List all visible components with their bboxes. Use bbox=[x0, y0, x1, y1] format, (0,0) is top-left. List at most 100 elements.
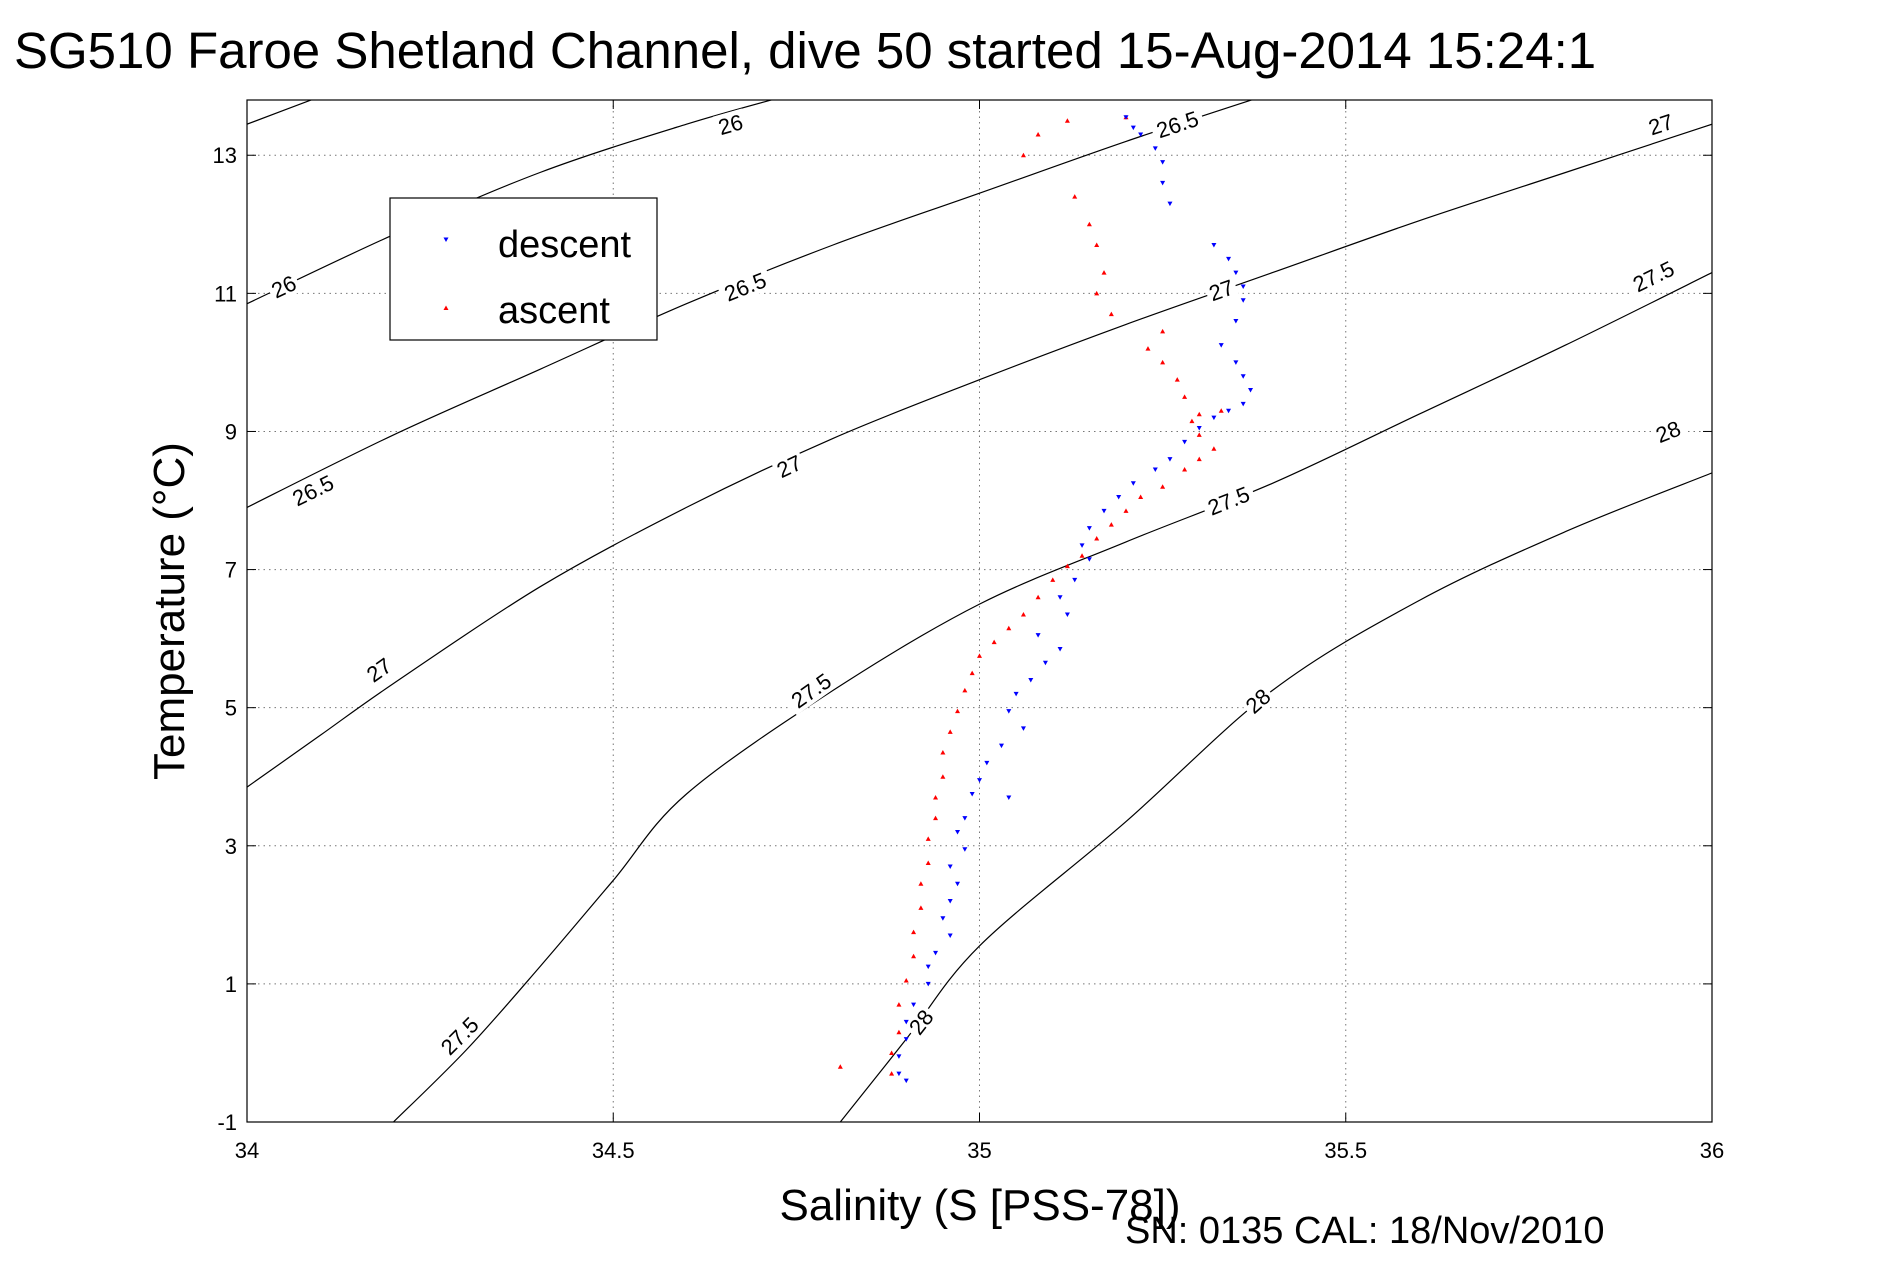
ascent-point bbox=[925, 860, 931, 866]
ascent-point bbox=[1211, 446, 1217, 451]
contour-label-bg bbox=[284, 467, 342, 513]
ascent-point bbox=[969, 670, 975, 676]
ascent-point bbox=[1101, 270, 1107, 275]
contour-label-bg bbox=[359, 651, 399, 689]
descent-point bbox=[903, 1037, 909, 1042]
descent-point bbox=[1160, 160, 1166, 165]
ascent-point bbox=[1108, 522, 1114, 527]
descent-point bbox=[1072, 577, 1078, 583]
y-axis-label: Temperature (°C) bbox=[145, 442, 194, 780]
descent-point bbox=[1028, 678, 1034, 683]
ascent-point bbox=[1182, 394, 1188, 399]
contour-label-bg bbox=[1649, 414, 1687, 449]
descent-point bbox=[1233, 360, 1239, 365]
descent-point bbox=[896, 1071, 902, 1077]
ascent-point bbox=[1218, 408, 1224, 413]
y-tick-label: 13 bbox=[213, 143, 237, 168]
ascent-point bbox=[1072, 194, 1078, 199]
descent-point bbox=[1182, 439, 1188, 445]
y-tick-label: 7 bbox=[225, 558, 237, 583]
contour-label-bg bbox=[770, 448, 808, 484]
x-tick-label: 35.5 bbox=[1324, 1138, 1367, 1163]
sensor-calibration-note: SN: 0135 CAL: 18/Nov/2010 bbox=[1125, 1210, 1605, 1252]
ascent-series bbox=[837, 114, 1224, 1076]
descent-point bbox=[955, 881, 961, 887]
y-tick-label: 3 bbox=[225, 834, 237, 859]
descent-point bbox=[1240, 401, 1246, 407]
density-contour-line bbox=[393, 272, 1712, 1122]
density-contour-line bbox=[247, 100, 313, 125]
ascent-point bbox=[1035, 132, 1041, 137]
legend-ascent-label: ascent bbox=[498, 290, 610, 332]
x-tick-label: 36 bbox=[1700, 1138, 1724, 1163]
legend-box bbox=[389, 197, 658, 341]
descent-point bbox=[1233, 270, 1239, 276]
ascent-point bbox=[1174, 377, 1180, 382]
ascent-point bbox=[911, 953, 917, 959]
contour-label-bg bbox=[716, 265, 774, 308]
descent-point bbox=[1233, 318, 1239, 324]
ascent-point bbox=[1094, 290, 1100, 296]
descent-point bbox=[1138, 132, 1144, 138]
ascent-point bbox=[1094, 242, 1100, 248]
descent-point bbox=[984, 760, 990, 766]
contour-label-bg bbox=[1203, 273, 1240, 307]
descent-point bbox=[1079, 543, 1085, 548]
descent-point bbox=[1035, 633, 1041, 638]
descent-point bbox=[947, 864, 953, 869]
ascent-point bbox=[1196, 411, 1202, 417]
y-tick-label: -1 bbox=[217, 1110, 237, 1135]
descent-point bbox=[1006, 709, 1012, 714]
y-tick-label: 11 bbox=[214, 281, 237, 306]
ascent-point bbox=[1086, 221, 1092, 227]
ascent-point bbox=[1138, 494, 1144, 500]
descent-point bbox=[911, 1002, 917, 1008]
y-tick-label: 5 bbox=[225, 696, 237, 721]
descent-point bbox=[1116, 495, 1122, 500]
descent-point bbox=[1240, 374, 1246, 379]
legend: descent ascent bbox=[389, 197, 658, 341]
ascent-point bbox=[991, 639, 997, 645]
contour-label-bg bbox=[1148, 104, 1206, 144]
ascent-point bbox=[1108, 311, 1114, 317]
contour-label-bg bbox=[1199, 479, 1258, 522]
density-contour-line bbox=[247, 100, 774, 305]
descent-point bbox=[896, 1054, 902, 1059]
ascent-point bbox=[918, 881, 924, 886]
descent-point bbox=[903, 1019, 909, 1025]
ascent-point bbox=[940, 774, 946, 779]
ascent-point bbox=[925, 836, 931, 841]
descent-point bbox=[998, 743, 1004, 749]
descent-point bbox=[1211, 415, 1217, 421]
ascent-point bbox=[1182, 466, 1188, 472]
ascent-point bbox=[1196, 456, 1202, 462]
ascent-point bbox=[1094, 535, 1100, 541]
descent-point bbox=[1123, 115, 1129, 120]
descent-point bbox=[1064, 612, 1070, 617]
ascent-point bbox=[896, 1029, 902, 1035]
contour-label-bg bbox=[712, 108, 749, 140]
ascent-point bbox=[1064, 118, 1070, 123]
grid bbox=[247, 100, 1712, 1122]
ascent-point bbox=[1160, 328, 1166, 334]
descent-point bbox=[1086, 526, 1092, 531]
legend-descent-marker bbox=[443, 237, 449, 242]
descent-point bbox=[947, 933, 953, 939]
ascent-point bbox=[1020, 152, 1026, 158]
ascent-point bbox=[1145, 346, 1151, 351]
descent-point bbox=[1152, 467, 1158, 472]
descent-point bbox=[969, 791, 975, 797]
ascent-point bbox=[947, 729, 953, 734]
descent-point bbox=[1226, 408, 1232, 414]
ascent-point bbox=[889, 1050, 895, 1055]
ascent-point bbox=[889, 1071, 895, 1076]
y-tick-label: 1 bbox=[225, 972, 237, 997]
ascent-point bbox=[1064, 563, 1070, 569]
chart-title: SG510 Faroe Shetland Channel, dive 50 st… bbox=[14, 22, 1596, 79]
contour-label-bg bbox=[902, 1002, 940, 1042]
descent-point bbox=[1248, 388, 1254, 393]
density-contours: 262626.526.526.52727272727.527.527.527.5… bbox=[247, 100, 1712, 1122]
descent-point bbox=[977, 778, 982, 783]
ascent-point bbox=[933, 815, 939, 821]
